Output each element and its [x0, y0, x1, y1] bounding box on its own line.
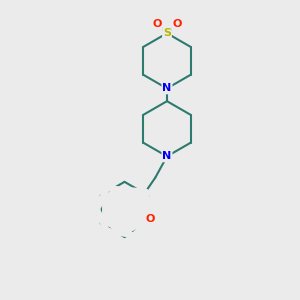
Text: N: N [162, 152, 172, 161]
Text: O: O [172, 19, 182, 29]
Text: O: O [146, 214, 155, 224]
Text: S: S [163, 28, 171, 38]
Text: N: N [162, 83, 172, 93]
Text: O: O [152, 19, 161, 29]
